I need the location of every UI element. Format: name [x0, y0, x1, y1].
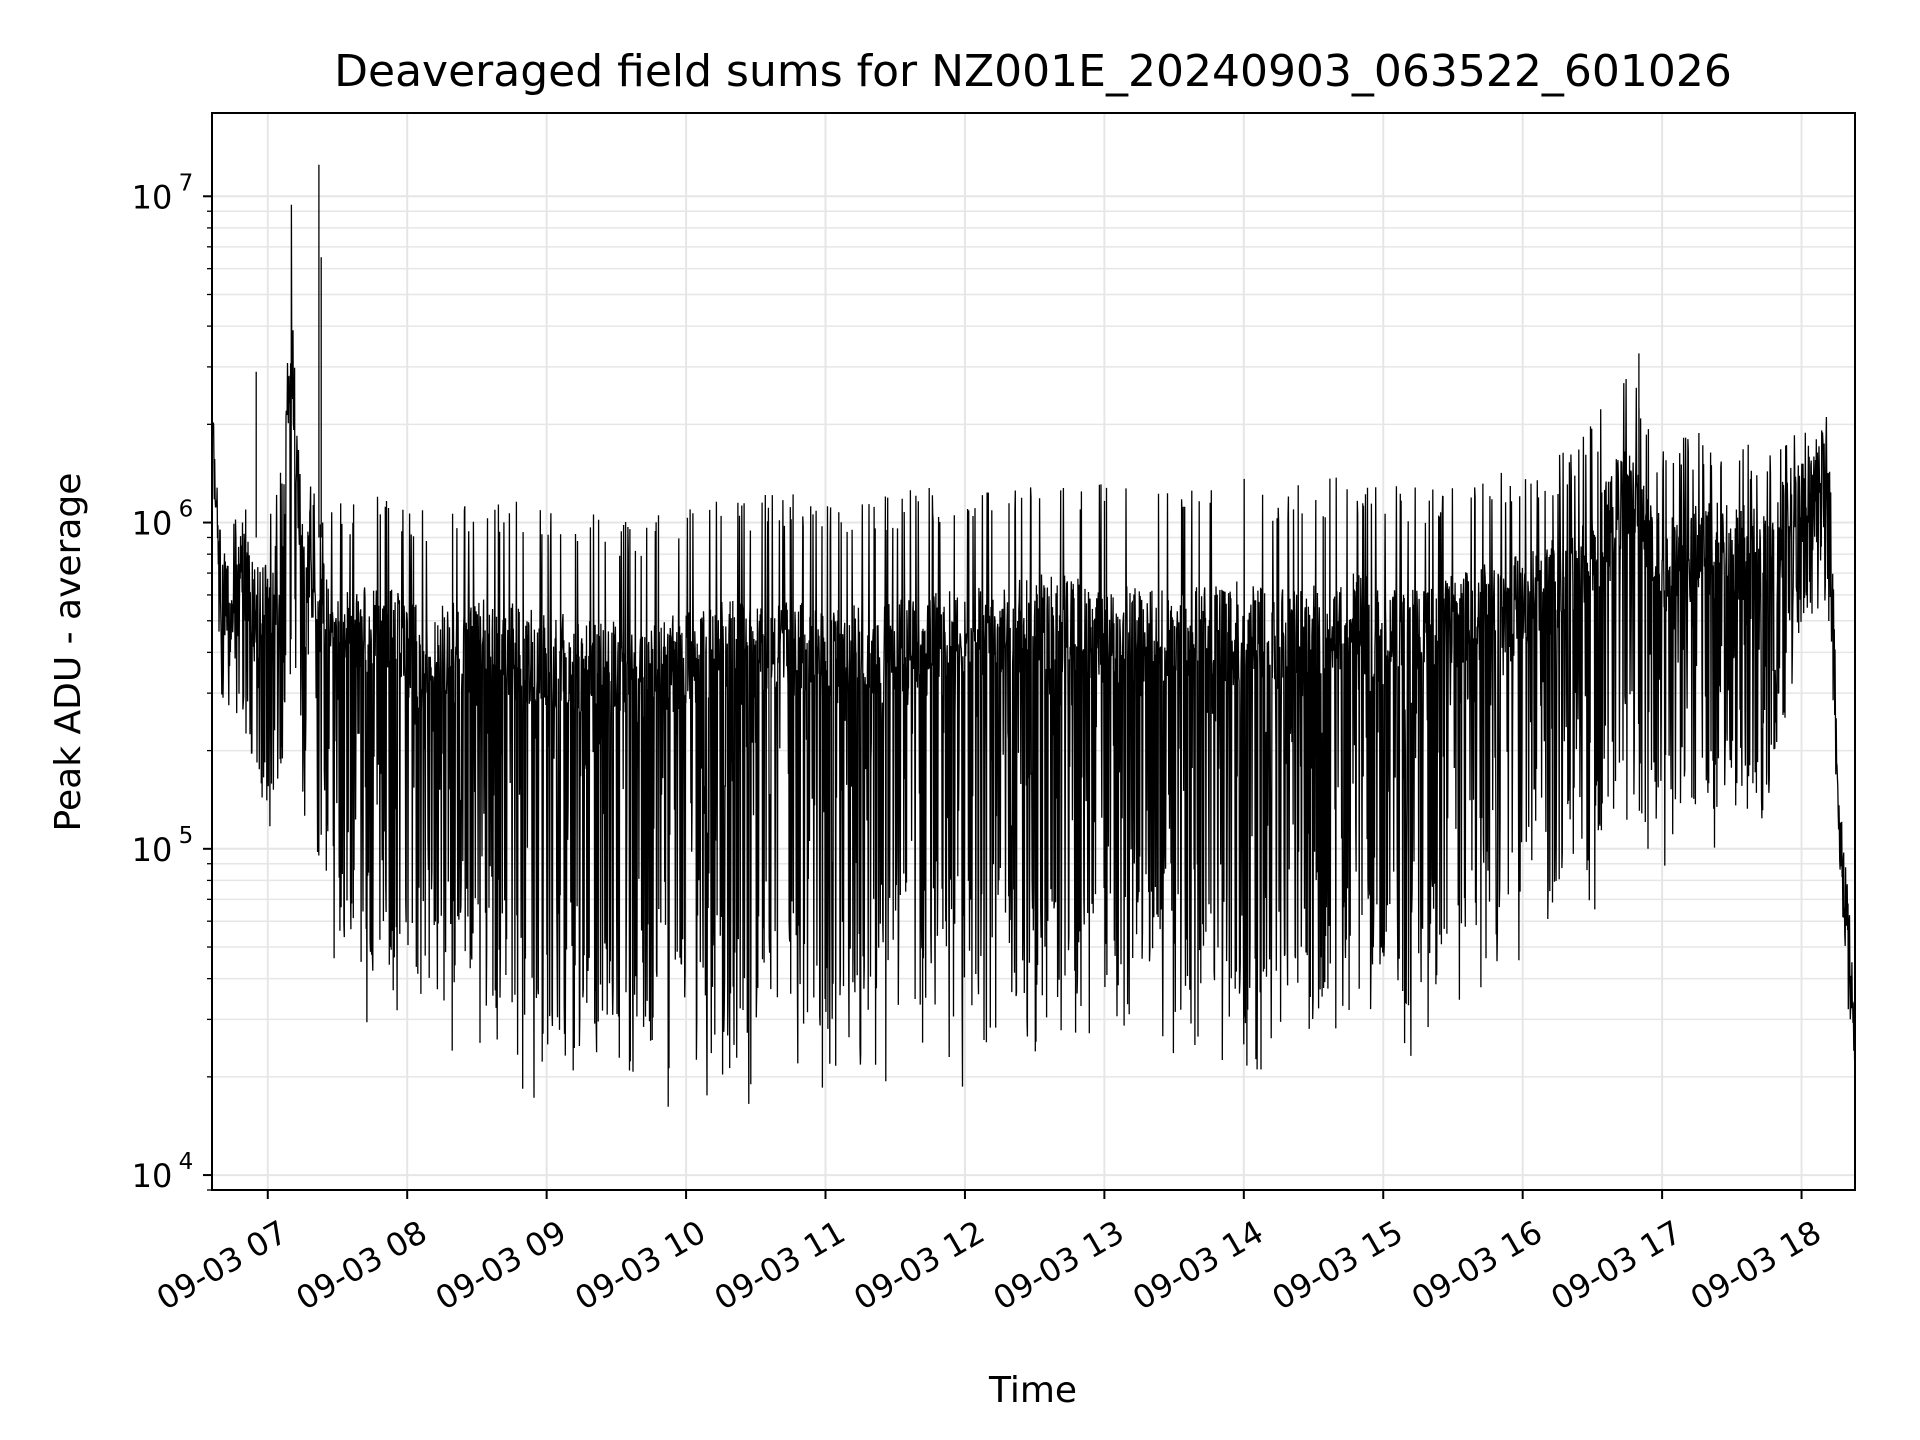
y-tick-exponent: 6: [179, 497, 194, 523]
axes-frame: [211, 112, 1856, 1191]
y-tick-label: 10: [132, 178, 173, 216]
y-tick-exponent: 4: [179, 1149, 194, 1175]
y-tick-label: 10: [132, 505, 173, 543]
y-axis-label: Peak ADU - average: [48, 473, 89, 832]
series-line: [212, 164, 1855, 1107]
x-axis-label: Time: [988, 1370, 1077, 1411]
chart-title: Deaveraged field sums for NZ001E_2024090…: [334, 46, 1732, 97]
y-tick-exponent: 7: [179, 170, 194, 196]
y-tick-label: 10: [132, 831, 173, 869]
y-tick-exponent: 5: [179, 823, 194, 849]
plot-area: [212, 164, 1855, 1107]
y-tick-label: 10: [132, 1157, 173, 1195]
